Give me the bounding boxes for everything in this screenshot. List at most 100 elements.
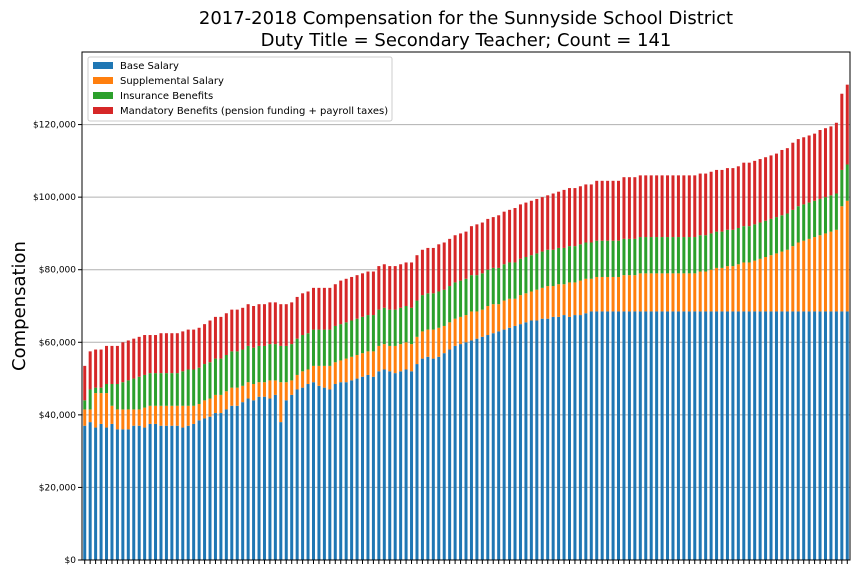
bar-segment-1	[633, 275, 637, 312]
bar-segment-3	[99, 349, 103, 388]
bar-segment-3	[224, 313, 228, 355]
bar-segment-0	[480, 336, 484, 560]
bar-segment-2	[508, 262, 512, 299]
bar-segment-0	[377, 371, 381, 560]
bar-segment-1	[497, 304, 501, 332]
bar-segment-0	[469, 340, 473, 560]
bar-segment-0	[453, 345, 457, 560]
bar-segment-1	[573, 282, 577, 316]
bar-segment-2	[535, 253, 539, 290]
bar-segment-1	[121, 409, 125, 430]
bar-segment-1	[382, 344, 386, 370]
bar-segment-3	[655, 175, 659, 238]
legend-swatch	[93, 62, 113, 69]
bar-segment-1	[197, 403, 201, 421]
bar-segment-3	[268, 302, 272, 345]
bar-segment-0	[818, 311, 822, 560]
bar-segment-3	[339, 280, 343, 325]
bar-segment-3	[834, 122, 838, 194]
bar-segment-1	[567, 282, 571, 317]
x-axis	[84, 560, 848, 564]
bar-segment-0	[143, 427, 147, 560]
bar-segment-2	[322, 329, 326, 366]
bar-segment-3	[350, 276, 354, 321]
bar-segment-3	[333, 284, 337, 326]
bar-segment-0	[791, 311, 795, 560]
bar-segment-1	[480, 309, 484, 337]
bar-segment-1	[834, 229, 838, 312]
bar-segment-2	[105, 384, 109, 394]
bar-segment-1	[551, 286, 555, 317]
bar-segment-0	[595, 311, 599, 560]
bar-segment-2	[246, 345, 250, 383]
bar-segment-0	[535, 320, 539, 560]
bar-segment-3	[638, 175, 642, 238]
bar-segment-0	[404, 369, 408, 560]
bar-segment-0	[660, 311, 664, 560]
bar-segment-1	[660, 273, 664, 312]
bar-segment-1	[823, 233, 827, 312]
bar-segment-1	[399, 344, 403, 372]
bar-segment-0	[698, 311, 702, 560]
bar-segment-3	[448, 238, 452, 287]
bar-segment-0	[518, 324, 522, 560]
bar-segment-2	[186, 369, 190, 406]
bar-segment-0	[437, 356, 441, 560]
bar-segment-1	[720, 267, 724, 312]
bar-segment-0	[704, 311, 708, 560]
bar-segment-1	[268, 380, 272, 399]
bar-segment-3	[491, 217, 495, 268]
bar-segment-0	[99, 423, 103, 560]
bar-segment-0	[126, 429, 130, 560]
bar-segment-1	[704, 271, 708, 312]
bar-segment-1	[426, 329, 430, 357]
bar-segment-2	[431, 293, 435, 330]
bar-segment-1	[693, 273, 697, 312]
bar-segment-3	[197, 327, 201, 368]
bar-segment-3	[785, 148, 789, 214]
bar-segment-0	[208, 416, 212, 560]
bar-segment-3	[845, 84, 849, 165]
bar-segment-3	[633, 177, 637, 239]
bar-segment-2	[791, 209, 795, 247]
bar-segment-1	[252, 384, 256, 401]
bar-segment-2	[137, 376, 141, 410]
bar-segment-3	[94, 349, 98, 388]
bar-segment-0	[666, 311, 670, 560]
bar-segment-1	[546, 286, 550, 319]
bar-segment-2	[829, 195, 833, 232]
bar-segment-2	[725, 229, 729, 267]
chart-title-line-1: 2017-2018 Compensation for the Sunnyside…	[198, 8, 734, 29]
bar-segment-1	[589, 278, 593, 312]
bar-segment-1	[807, 238, 811, 312]
bar-segment-0	[393, 373, 397, 560]
bar-segment-2	[742, 226, 746, 263]
bar-segment-1	[666, 273, 670, 312]
bar-segment-1	[758, 258, 762, 312]
bar-segment-0	[230, 405, 234, 560]
bar-segment-3	[115, 345, 119, 385]
bar-segment-2	[758, 222, 762, 259]
bar-segment-2	[627, 238, 631, 276]
bar-segment-1	[181, 405, 185, 428]
bar-segment-3	[480, 222, 484, 274]
bar-segment-0	[115, 429, 119, 560]
bar-segment-2	[736, 227, 740, 265]
bar-segment-0	[796, 311, 800, 560]
bar-segment-0	[252, 400, 256, 560]
bar-segment-2	[154, 373, 158, 406]
bar-segment-0	[148, 423, 152, 560]
bar-segment-3	[404, 262, 408, 306]
bar-segment-0	[213, 413, 217, 560]
bar-series-group	[83, 84, 849, 560]
bar-segment-2	[633, 238, 637, 276]
bar-segment-3	[617, 180, 621, 241]
bar-segment-0	[529, 320, 533, 560]
bar-segment-1	[262, 382, 266, 397]
bar-segment-2	[181, 371, 185, 406]
bar-segment-0	[736, 311, 740, 560]
bar-segment-0	[840, 311, 844, 560]
bar-segment-1	[306, 369, 310, 385]
bar-segment-1	[344, 358, 348, 383]
bar-segment-3	[796, 139, 800, 207]
